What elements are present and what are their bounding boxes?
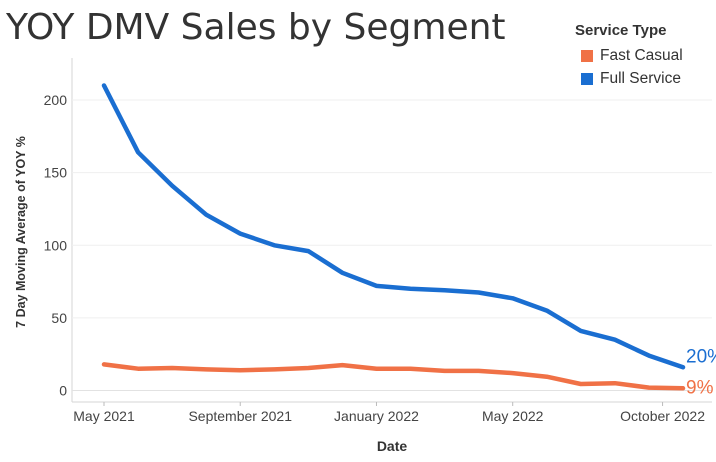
series-line-full-service[interactable]	[101, 83, 686, 370]
chart-title: YOY DMV Sales by Segment	[6, 7, 506, 48]
legend: Service Type Fast Casual Full Service	[575, 22, 711, 90]
x-tick-label: January 2022	[334, 408, 419, 424]
y-tick-label: 200	[44, 92, 68, 108]
x-tick-label: May 2021	[73, 408, 135, 424]
x-tick-label: October 2022	[620, 408, 705, 424]
end-label-fast-casual: 9%	[686, 377, 714, 398]
legend-swatch-fast-casual	[581, 49, 593, 62]
series-line-fast-casual[interactable]	[101, 362, 686, 391]
y-tick-label: 50	[51, 310, 67, 326]
y-tick-label: 100	[44, 237, 68, 253]
x-tick-label: May 2022	[482, 408, 544, 424]
legend-swatch-full-service	[581, 72, 593, 85]
y-tick-label: 0	[59, 383, 67, 399]
y-tick-label: 150	[44, 165, 68, 181]
end-label-full-service: 20%	[686, 346, 716, 367]
legend-label-fast-casual: Fast Casual	[600, 46, 683, 64]
x-tick-label: September 2021	[188, 408, 292, 424]
y-axis-label: 7 Day Moving Average of YOY %	[14, 136, 28, 328]
legend-label-full-service: Full Service	[600, 69, 681, 87]
x-axis-label: Date	[377, 438, 408, 454]
legend-item-fast-casual[interactable]: Fast Casual	[575, 44, 711, 67]
legend-item-full-service[interactable]: Full Service	[575, 67, 711, 90]
legend-title: Service Type	[575, 22, 667, 39]
